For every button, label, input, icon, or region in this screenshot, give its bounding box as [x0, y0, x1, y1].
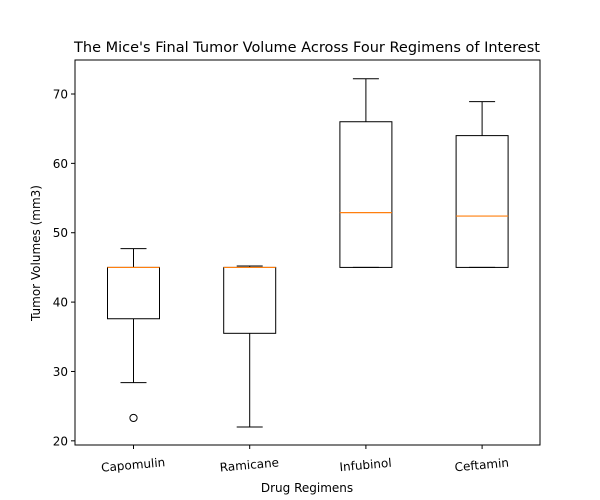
y-tick-label: 20	[53, 434, 68, 448]
chart-title: The Mice's Final Tumor Volume Across Fou…	[73, 40, 540, 56]
y-tick-label: 30	[53, 365, 68, 379]
box-group	[107, 248, 160, 423]
x-tick-label: Ramicane	[219, 455, 279, 474]
box-series	[107, 78, 509, 428]
x-tick-label: Infubinol	[339, 456, 392, 474]
x-axis: Capomulin Ramicane Infubinol Ceftamin	[101, 445, 509, 475]
box-group	[455, 101, 509, 268]
y-tick-label: 40	[53, 296, 68, 310]
y-axis-label: Tumor Volumes (mm3)	[29, 185, 43, 322]
outlier-point	[129, 413, 138, 423]
x-tick-label: Capomulin	[101, 455, 166, 475]
box-group	[339, 78, 393, 268]
y-tick-label: 70	[53, 87, 68, 101]
box-iqr	[339, 121, 393, 268]
y-axis: 20 30 40 50 60 70	[53, 87, 75, 448]
x-tick-label: Ceftamin	[454, 456, 509, 475]
box-group	[223, 265, 277, 428]
box-iqr	[455, 135, 509, 268]
box-iqr	[107, 266, 160, 320]
plot-area-frame	[74, 59, 541, 446]
x-axis-label: Drug Regimens	[261, 481, 353, 495]
y-tick-label: 50	[53, 226, 68, 240]
y-tick-label: 60	[53, 157, 68, 171]
box-iqr	[223, 266, 277, 334]
